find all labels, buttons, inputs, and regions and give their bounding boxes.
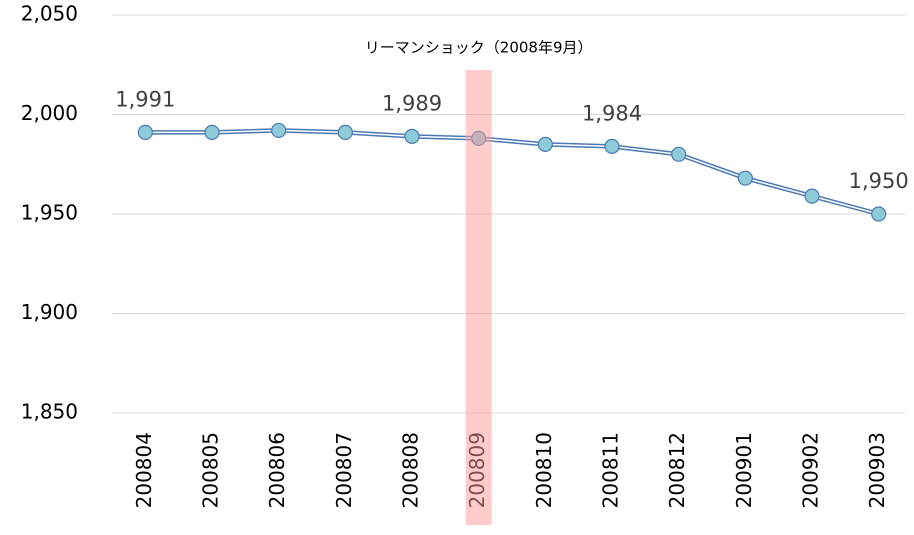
x-tick-label: 200805 [199, 432, 223, 508]
data-label: 1,991 [115, 87, 175, 111]
x-tick-label: 200806 [265, 432, 289, 508]
x-tick-label: 200808 [399, 432, 423, 508]
x-tick-label: 200810 [532, 432, 556, 508]
data-label: 1,989 [382, 91, 442, 115]
series-line-inner [145, 129, 879, 215]
annotation: リーマンショック（2008年9月） [365, 39, 593, 57]
data-label: 1,950 [849, 169, 909, 193]
x-tick-label: 200804 [132, 432, 156, 508]
y-tick-label: 1,950 [21, 201, 78, 225]
marker [737, 170, 753, 186]
x-tick-label: 200811 [599, 432, 623, 508]
y-tick-label: 2,050 [21, 2, 78, 26]
x-tick-label: 200903 [865, 432, 889, 508]
marker [604, 138, 620, 154]
marker [871, 206, 887, 222]
y-tick-label: 1,850 [21, 400, 78, 424]
marker [204, 124, 220, 141]
marker [537, 136, 553, 152]
marker [671, 146, 687, 162]
x-tick-label: 200901 [732, 432, 756, 508]
marker [404, 128, 420, 144]
marker [137, 124, 153, 141]
y-tick-label: 1,900 [21, 300, 78, 324]
series-line [145, 128, 880, 217]
y-tick-label: 2,000 [21, 101, 78, 125]
x-tick-label: 200812 [665, 432, 689, 508]
marker [337, 124, 353, 141]
x-tick-label: 200807 [332, 432, 356, 508]
highlight-band [465, 70, 492, 525]
data-label: 1,984 [582, 101, 642, 125]
marker [804, 188, 820, 204]
x-tick-label: 200902 [799, 432, 823, 508]
marker [271, 122, 287, 139]
